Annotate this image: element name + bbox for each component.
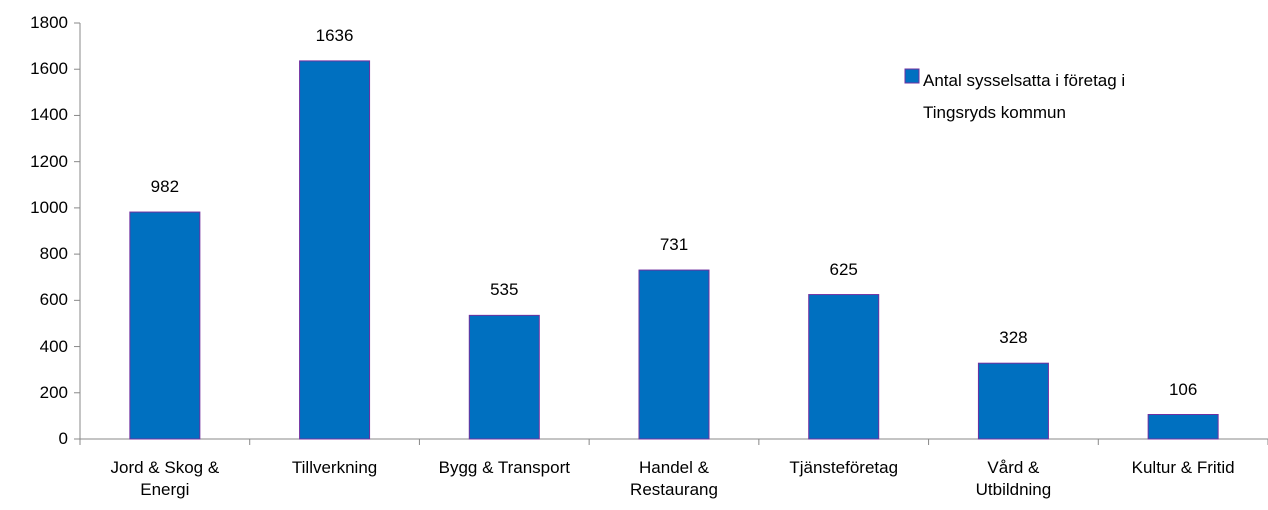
y-tick-label: 1600 <box>30 59 68 79</box>
bar <box>977 362 1049 440</box>
bar <box>1147 414 1219 440</box>
bar <box>468 314 540 440</box>
x-tick-label: Tjänsteföretag <box>789 458 899 477</box>
x-tick-label: Vård & Utbildning <box>975 458 1052 499</box>
data-label: 982 <box>150 177 180 197</box>
y-tick-label: 1000 <box>30 197 68 217</box>
legend-label: Antal sysselsatta i företag i Tingsryds … <box>923 71 1126 122</box>
bar <box>299 60 371 440</box>
y-tick-label: 600 <box>39 290 68 310</box>
x-tick-label: Tillverkning <box>291 458 378 477</box>
bar <box>129 211 201 440</box>
y-tick-label: 1800 <box>30 13 68 32</box>
data-label: 1636 <box>315 25 354 45</box>
data-label: 731 <box>659 235 689 255</box>
x-tick-label: Bygg & Transport <box>438 458 570 477</box>
y-tick-label: 800 <box>39 244 68 264</box>
y-tick-label: 1400 <box>30 105 68 125</box>
x-tick-label: Kultur & Fritid <box>1131 458 1235 477</box>
x-tick-label: Handel & Restaurang <box>630 458 718 499</box>
bar <box>808 294 880 440</box>
data-label: 106 <box>1168 379 1198 399</box>
y-tick-label: 1200 <box>30 151 68 171</box>
data-label: 625 <box>829 259 858 279</box>
data-label: 535 <box>490 280 519 300</box>
y-tick-label: 400 <box>39 336 68 356</box>
data-label: 328 <box>999 328 1028 348</box>
legend-swatch <box>904 68 920 84</box>
bar <box>638 269 710 440</box>
y-tick-label: 200 <box>39 382 68 402</box>
x-tick-label: Jord & Skog & Energi <box>110 458 220 499</box>
y-tick-label: 0 <box>58 429 68 448</box>
